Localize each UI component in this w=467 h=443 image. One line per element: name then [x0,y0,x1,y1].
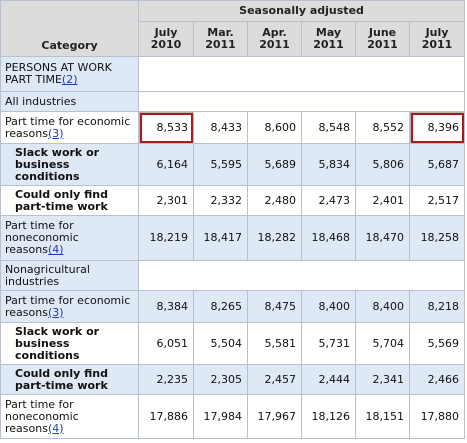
value-cell: 5,581 [247,322,302,365]
value-cell: 2,305 [193,364,248,395]
empty-cell [137,56,466,92]
value-cell: 18,126 [301,394,356,439]
value-cell: 2,341 [355,364,410,395]
value-cell: 5,687 [408,143,466,186]
row-label: Part time for economic reasons(3) [0,290,139,323]
value-cell: 17,880 [408,394,466,439]
value-cell: 2,457 [247,364,302,395]
highlighted-value-cell: 8,396 [408,111,466,144]
table-row: Slack work or business conditions 6,051 … [0,322,466,365]
value-cell: 18,219 [138,215,194,261]
month-header: May 2011 [301,21,356,57]
subsection-heading: Nonagricultural industries [0,260,139,291]
value-cell: 2,235 [138,364,194,395]
table-row: PERSONS AT WORK PART TIME(2) [0,56,466,92]
table-row: Part time for economic reasons(3) 8,384 … [0,290,466,323]
table-row: Part time for noneconomic reasons(4) 17,… [0,394,466,439]
value-cell: 2,473 [301,185,356,216]
value-cell: 17,886 [138,394,194,439]
row-label: Could only find part-time work [0,364,139,395]
table-row: Could only find part-time work 2,301 2,3… [0,185,466,216]
value-cell: 5,704 [355,322,410,365]
value-cell: 8,218 [408,290,466,323]
row-label: Part time for noneconomic reasons(4) [0,394,139,439]
value-cell: 8,384 [138,290,194,323]
value-cell: 18,470 [355,215,410,261]
value-cell: 5,806 [355,143,410,186]
table-row: Nonagricultural industries [0,260,466,291]
value-cell: 17,984 [193,394,248,439]
row-label: Part time for economic reasons(3) [0,111,139,144]
row-label: Slack work or business conditions [0,322,139,365]
value-cell: 5,689 [247,143,302,186]
month-header: Mar. 2011 [193,21,248,57]
value-cell: 18,282 [247,215,302,261]
value-cell: 5,731 [301,322,356,365]
row-label: Could only find part-time work [0,185,139,216]
month-header: Apr. 2011 [247,21,302,57]
value-cell: 2,332 [193,185,248,216]
value-cell: 8,433 [193,111,248,144]
highlighted-value-cell: 8,533 [138,111,194,144]
value-cell: 2,401 [355,185,410,216]
value-cell: 8,400 [301,290,356,323]
table-row: Part time for noneconomic reasons(4) 18,… [0,215,466,261]
value-cell: 8,475 [247,290,302,323]
empty-cell [137,91,466,112]
value-cell: 18,151 [355,394,410,439]
empty-cell [137,260,466,291]
value-cell: 2,517 [408,185,466,216]
value-cell: 6,164 [138,143,194,186]
value-cell: 8,400 [355,290,410,323]
value-cell: 5,504 [193,322,248,365]
category-header: Category [0,0,139,57]
footnote-link[interactable]: (4) [47,421,64,435]
section-heading: PERSONS AT WORK PART TIME(2) [0,56,139,92]
value-cell: 17,967 [247,394,302,439]
value-cell: 5,834 [301,143,356,186]
value-cell: 2,466 [408,364,466,395]
value-cell: 8,600 [247,111,302,144]
footnote-link[interactable]: (3) [47,305,64,319]
value-cell: 18,258 [408,215,466,261]
value-cell: 18,468 [301,215,356,261]
table-row: Slack work or business conditions 6,164 … [0,143,466,186]
value-cell: 2,444 [301,364,356,395]
table-row: All industries [0,91,466,112]
row-label: Slack work or business conditions [0,143,139,186]
seasonally-adjusted-header: Seasonally adjusted [137,0,466,22]
month-header: July 2010 [138,21,194,57]
month-header: June 2011 [355,21,410,57]
value-cell: 2,301 [138,185,194,216]
value-cell: 8,548 [301,111,356,144]
footnote-link[interactable]: (3) [47,126,64,140]
value-cell: 8,552 [355,111,410,144]
table-row: Part time for economic reasons(3) 8,533 … [0,111,466,144]
value-cell: 5,569 [408,322,466,365]
value-cell: 18,417 [193,215,248,261]
value-cell: 8,265 [193,290,248,323]
value-cell: 6,051 [138,322,194,365]
footnote-link[interactable]: (4) [47,243,64,256]
value-cell: 5,595 [193,143,248,186]
table-row: Could only find part-time work 2,235 2,3… [0,364,466,395]
footnote-link[interactable]: (2) [61,73,78,86]
month-header: July 2011 [408,21,466,57]
value-cell: 2,480 [247,185,302,216]
subsection-heading: All industries [0,91,139,112]
row-label: Part time for noneconomic reasons(4) [0,215,139,261]
